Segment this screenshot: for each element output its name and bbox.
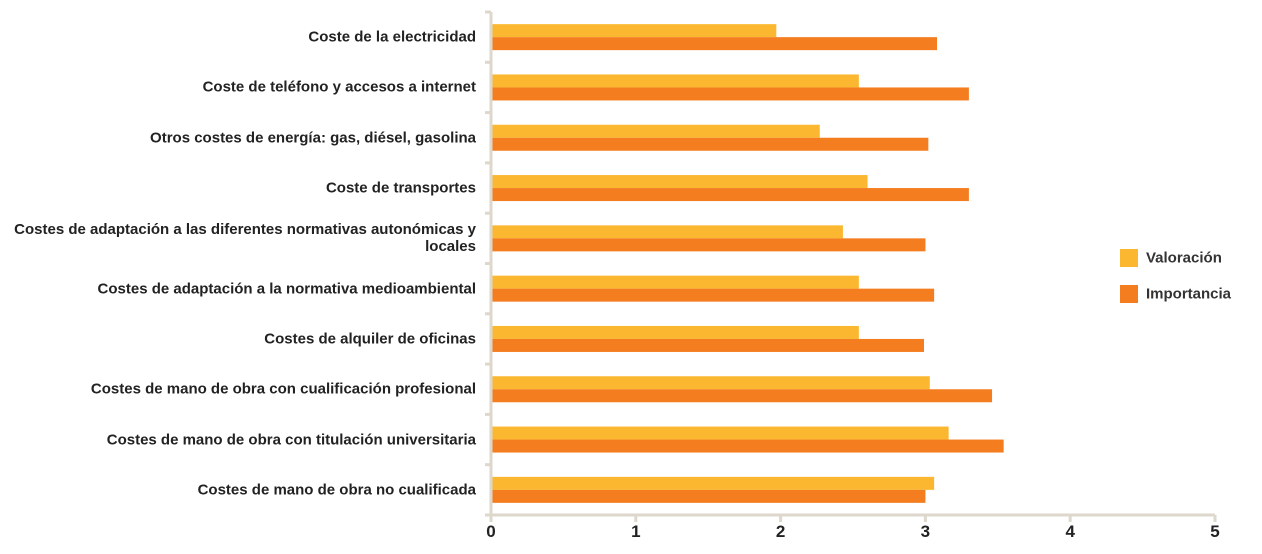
legend-label: Valoración — [1146, 249, 1222, 267]
category-label: Costes de adaptación a la normativa medi… — [97, 280, 476, 298]
category-label: Costes de adaptación a las diferentes no… — [14, 221, 476, 256]
category-label: Coste de transportes — [325, 179, 476, 197]
bar — [492, 376, 930, 390]
bar — [492, 124, 820, 138]
bar — [492, 426, 949, 440]
bar — [492, 288, 935, 302]
bar — [492, 389, 993, 403]
bar — [492, 338, 925, 352]
bar — [492, 489, 926, 503]
category-label: Coste de teléfono y accesos a internet — [202, 78, 476, 96]
category-label: Coste de la electricidad — [308, 28, 476, 46]
category-label: Costes de alquiler de oficinas — [264, 330, 476, 348]
category-label: Costes de mano de obra con titulación un… — [106, 431, 476, 449]
legend-swatch — [1120, 285, 1138, 303]
bar — [492, 24, 777, 38]
bar — [492, 74, 859, 88]
bar — [492, 225, 843, 239]
category-label: Costes de mano de obra con cualificación… — [90, 380, 476, 398]
bar — [492, 275, 859, 289]
legend-label: Importancia — [1146, 285, 1232, 303]
bar — [492, 137, 929, 151]
bar — [492, 325, 859, 339]
bar — [492, 37, 938, 51]
bar — [492, 188, 969, 202]
bar — [492, 439, 1004, 453]
bar — [492, 238, 926, 252]
x-tick-label: 5 — [1210, 522, 1220, 541]
x-tick-label: 1 — [631, 522, 641, 541]
bar — [492, 476, 935, 490]
bar — [492, 87, 969, 101]
legend-swatch — [1120, 249, 1138, 267]
category-label: Otros costes de energía: gas, diésel, ga… — [150, 129, 476, 147]
x-tick-label: 2 — [775, 522, 786, 541]
x-tick-label: 0 — [486, 522, 496, 541]
x-tick-label: 4 — [1065, 522, 1075, 541]
x-tick-label: 3 — [920, 522, 931, 541]
bar — [492, 175, 868, 189]
category-label: Costes de mano de obra no cualificada — [197, 481, 476, 499]
